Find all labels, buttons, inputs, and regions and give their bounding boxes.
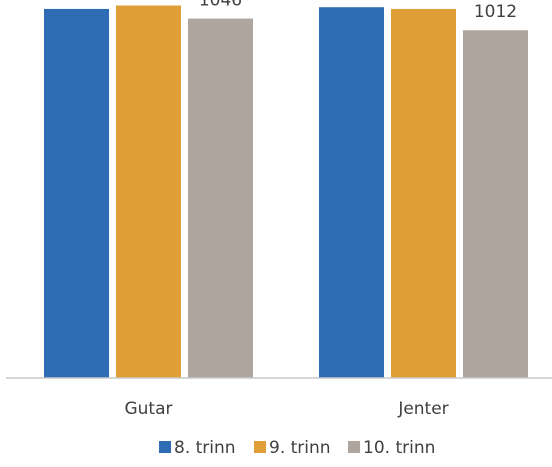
legend-label-series-3: 10. trinn — [363, 438, 435, 458]
data-labels-group: 107410841046107910741012 — [55, 0, 517, 22]
category-labels-group: Gutar Jenter — [124, 399, 448, 419]
legend-swatch-series-1 — [159, 441, 171, 453]
legend-label-series-1: 8. trinn — [174, 438, 236, 458]
legend-label-series-2: 9. trinn — [269, 438, 331, 458]
category-label-jenter: Jenter — [397, 399, 448, 419]
category-label-gutar: Gutar — [124, 399, 172, 419]
legend-swatch-series-3 — [348, 441, 360, 453]
data-label-gutar-series-1: 1074 — [55, 0, 98, 1]
bar-jenter-series-1 — [319, 7, 384, 378]
bar-gutar-series-3 — [188, 18, 253, 378]
bar-gutar-series-2 — [116, 5, 181, 379]
data-label-jenter-series-3: 1012 — [474, 2, 517, 22]
data-label-jenter-series-2: 1074 — [402, 0, 445, 1]
bar-gutar-series-1 — [44, 8, 109, 379]
legend: 8. trinn 9. trinn 10. trinn — [159, 438, 435, 458]
data-label-gutar-series-3: 1046 — [199, 0, 242, 11]
bars-group — [44, 5, 528, 379]
legend-swatch-series-2 — [254, 441, 266, 453]
bar-jenter-series-2 — [391, 8, 456, 379]
bar-jenter-series-3 — [463, 30, 528, 379]
